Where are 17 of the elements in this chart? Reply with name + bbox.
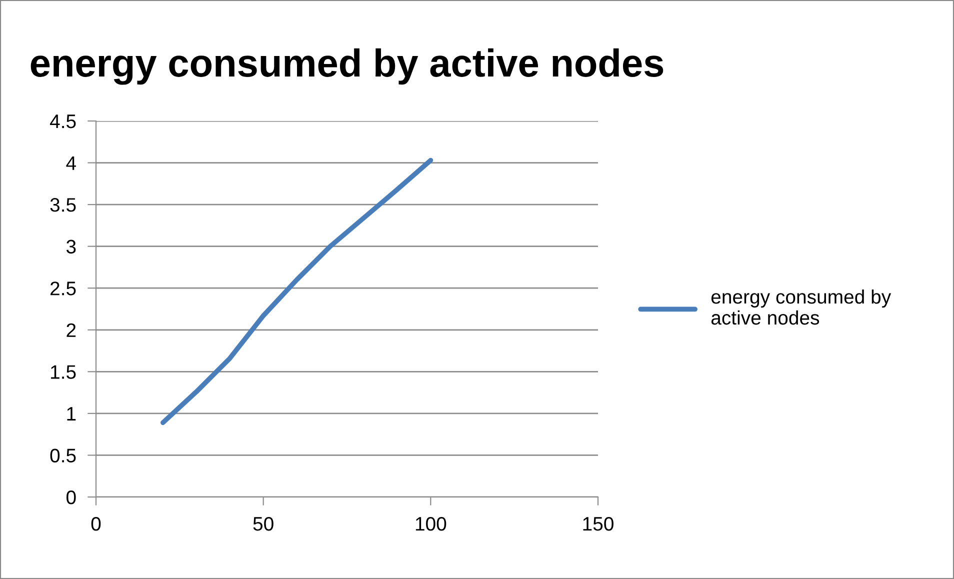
legend-label: energy consumed by active nodes <box>711 289 892 325</box>
y-tick-label: 0.5 <box>50 448 76 462</box>
y-tick-label: 0 <box>66 490 76 504</box>
y-tick-label: 2.5 <box>50 282 76 296</box>
y-tick-label: 2 <box>66 323 76 337</box>
x-tick-label: 50 <box>253 516 274 531</box>
chart-title: energy consumed by active nodes <box>30 48 664 85</box>
y-tick-label: 4 <box>66 156 76 170</box>
y-tick-label: 3.5 <box>50 198 76 212</box>
y-tick-label: 3 <box>66 240 76 254</box>
y-tick-label: 1.5 <box>51 365 76 379</box>
y-tick-label: 1 <box>67 407 76 420</box>
x-tick-label: 150 <box>583 516 614 531</box>
y-tick-label: 4.5 <box>50 114 76 128</box>
line-series <box>160 158 434 426</box>
x-tick-label: 100 <box>416 516 446 531</box>
x-tick-label: 0 <box>91 516 101 531</box>
